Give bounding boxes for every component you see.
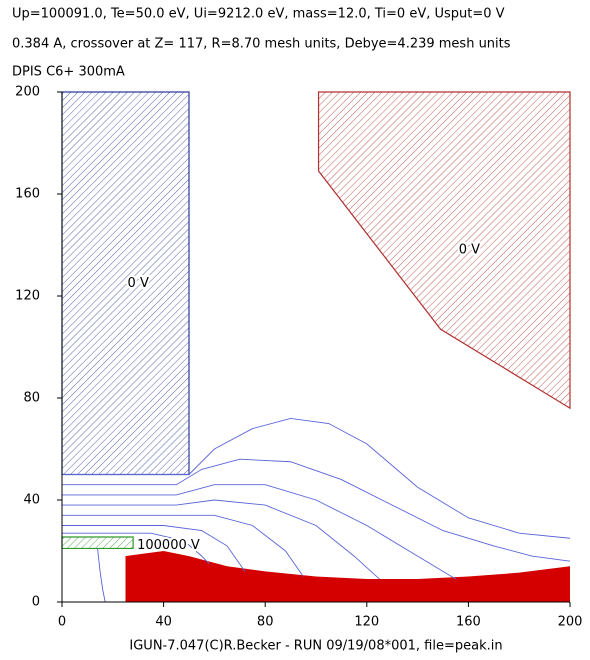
region-label: 100000 V — [137, 538, 200, 553]
x-tick-label: 160 — [456, 615, 481, 630]
equipotential-line — [62, 525, 246, 572]
y-tick-label: 40 — [23, 493, 40, 508]
equipotential-line — [62, 484, 456, 580]
header-line: DPIS C6+ 300mA — [12, 65, 125, 80]
header-line: 0.384 A, crossover at Z= 117, R=8.70 mes… — [12, 37, 511, 52]
equipotential-line — [62, 499, 380, 580]
y-tick-label: 0 — [32, 595, 40, 610]
y-tick-label: 80 — [23, 391, 40, 406]
x-tick-label: 0 — [58, 615, 66, 630]
x-tick-label: 200 — [558, 615, 583, 630]
beam — [125, 551, 570, 602]
x-tick-label: 80 — [257, 615, 274, 630]
x-tick-label: 120 — [354, 615, 379, 630]
electrode — [61, 91, 190, 476]
region-label: 0 V — [128, 276, 149, 291]
equipotential-line — [62, 417, 571, 539]
y-tick-label: 200 — [15, 85, 40, 100]
equipotential-line — [62, 458, 571, 562]
y-tick-label: 160 — [15, 187, 40, 202]
x-tick-label: 40 — [155, 615, 172, 630]
electrode — [61, 536, 134, 550]
equipotential-line — [97, 548, 106, 603]
equipotential-line — [62, 514, 304, 577]
y-tick-label: 120 — [15, 289, 40, 304]
region-label: 0 V — [459, 243, 480, 258]
electrode — [317, 91, 571, 410]
equipotential-line — [62, 532, 210, 565]
header-line: Up=100091.0, Te=50.0 eV, Ui=9212.0 eV, m… — [12, 7, 505, 22]
footer: IGUN-7.047(C)R.Becker - RUN 09/19/08*001… — [129, 639, 502, 654]
